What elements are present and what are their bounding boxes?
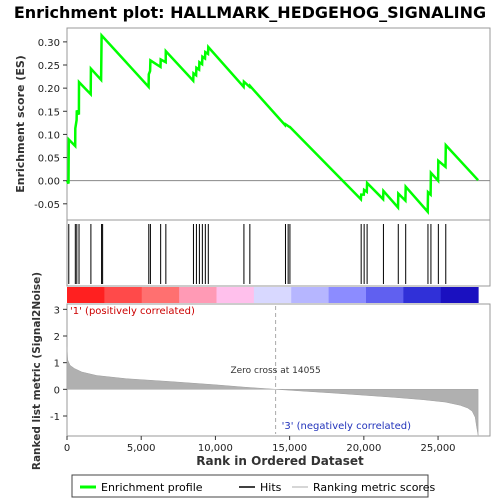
- hits-panel-frame: [66, 219, 491, 287]
- es-y-tick-label: 0.05: [38, 154, 60, 165]
- legend-box: [71, 474, 429, 498]
- rank-bar-segment: [366, 287, 404, 303]
- es-y-tick-label: 0.15: [38, 107, 60, 118]
- es-y-tick-label: -0.05: [34, 200, 60, 211]
- rank-bar-segment: [216, 287, 255, 303]
- es-panel-frame: [66, 27, 491, 221]
- rank-bar-segment: [403, 287, 442, 303]
- legend-metric-label: Ranking metric scores: [313, 481, 435, 494]
- metric-y-ticks: -1 0 1 2 3: [50, 305, 67, 423]
- ranking-metric-area: [66, 346, 479, 436]
- x-tick-label: 25,000: [421, 443, 456, 454]
- metric-y-label: Ranked list metric (Signal2Noise): [31, 272, 43, 470]
- metric-y-tick-label: 3: [54, 305, 60, 316]
- enrichment-profile-line: [65, 32, 480, 215]
- es-y-ticks: -0.05 0.00 0.05 0.10 0.15 0.20 0.25 0.30: [34, 38, 67, 211]
- metric-panel-frame: [66, 303, 491, 437]
- negative-annotation: '3' (negatively correlated): [282, 421, 411, 432]
- positive-annotation: '1' (positively correlated): [70, 306, 195, 317]
- metric-y-tick-label: -1: [50, 412, 60, 423]
- zero-cross-annotation: Zero cross at 14055: [230, 366, 320, 376]
- x-tick-label: 5,000: [127, 443, 156, 454]
- x-tick-label: 15,000: [272, 443, 307, 454]
- x-axis-label: Rank in Ordered Dataset: [196, 454, 364, 468]
- rank-bar-segment: [104, 287, 143, 303]
- metric-y-tick-label: 0: [54, 385, 60, 396]
- rank-bar-segment: [253, 287, 292, 303]
- rank-bar-segment: [440, 287, 479, 303]
- legend-enrichment-label: Enrichment profile: [101, 481, 203, 494]
- ranked-color-bar: [67, 287, 479, 303]
- rank-bar-segment: [328, 287, 367, 303]
- es-y-tick-label: 0.10: [38, 130, 60, 141]
- es-y-tick-label: 0.20: [38, 84, 60, 95]
- rank-bar-segment: [179, 287, 218, 303]
- legend-hits-label: Hits: [260, 481, 282, 494]
- legend: Enrichment profile Hits Ranking metric s…: [71, 474, 435, 498]
- rank-bar-segment: [67, 287, 105, 303]
- es-y-label: Enrichment score (ES): [14, 55, 27, 193]
- rank-bar-segment: [141, 287, 180, 303]
- x-tick-label: 0: [64, 443, 70, 454]
- metric-y-tick-label: 1: [54, 359, 60, 370]
- chart-title: Enrichment plot: HALLMARK_HEDGEHOG_SIGNA…: [14, 3, 486, 22]
- es-y-tick-label: 0.00: [38, 177, 60, 188]
- x-tick-label: 10,000: [198, 443, 233, 454]
- x-axis-ticks: 0 5,000 10,000 15,000 20,000 25,000: [64, 436, 456, 454]
- rank-bar-segment: [291, 287, 330, 303]
- es-y-tick-label: 0.25: [38, 61, 60, 72]
- x-tick-label: 20,000: [346, 443, 381, 454]
- es-y-tick-label: 0.30: [38, 38, 60, 49]
- metric-y-tick-label: 2: [54, 332, 60, 343]
- hits-marks: [68, 224, 447, 284]
